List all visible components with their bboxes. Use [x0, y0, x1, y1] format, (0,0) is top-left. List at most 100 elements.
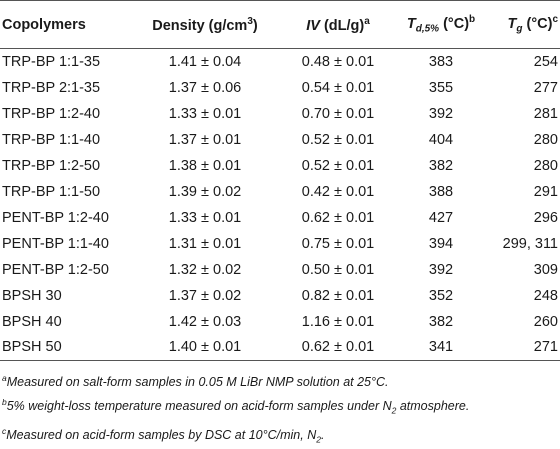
header-row: Copolymers Density (g/cm3) IV (dL/g)a Td…: [0, 0, 560, 49]
cell-density: 1.33 ± 0.01: [168, 105, 242, 122]
table-row: TRP-BP 1:2-50 1.38 ± 0.01 0.52 ± 0.01 382 28…: [0, 153, 560, 179]
cell-td: 352: [428, 287, 454, 304]
cell-iv: 0.75 ± 0.01: [301, 235, 375, 252]
cell-copolymer: TRP-BP 1:1-50: [2, 183, 101, 200]
cell-iv: 0.52 ± 0.01: [301, 157, 375, 174]
footnote-c-subscript: 2: [316, 434, 321, 445]
header-density-exponent: 3: [247, 15, 253, 27]
footnote-b-mark: b: [2, 397, 7, 408]
header-density: Density (g/cm3): [132, 0, 278, 49]
cell-td: 427: [428, 209, 454, 226]
cell-tg: 260: [533, 313, 558, 330]
footnote-a-text: Measured on salt-form samples in 0.05 M …: [6, 375, 389, 390]
cell-iv: 0.42 ± 0.01: [301, 183, 375, 200]
cell-td: 394: [428, 235, 454, 252]
cell-copolymer: TRP-BP 1:1-40: [2, 131, 101, 148]
table-row: TRP-BP 1:1-40 1.37 ± 0.01 0.52 ± 0.01 404 28…: [0, 127, 560, 153]
header-td-units: (°C): [439, 15, 470, 32]
cell-copolymer: TRP-BP 1:2-50: [2, 157, 101, 174]
cell-tg: 248: [533, 287, 558, 304]
cell-iv: 0.50 ± 0.01: [301, 261, 375, 278]
cell-copolymer: TRP-BP 1:1-35: [2, 53, 101, 70]
cell-density: 1.32 ± 0.02: [168, 261, 242, 278]
header-tg-units: (°C): [522, 15, 553, 32]
cell-td: 404: [428, 131, 454, 148]
header-density-label: Density (g/cm: [152, 17, 248, 34]
cell-tg: 296: [533, 209, 558, 226]
cell-density: 1.37 ± 0.01: [168, 131, 242, 148]
cell-copolymer: PENT-BP 1:1-40: [2, 235, 109, 252]
header-tg: Tg (°C)c: [484, 0, 560, 49]
cell-iv: 0.48 ± 0.01: [301, 53, 375, 70]
cell-copolymer: BPSH 50: [0, 334, 132, 361]
cell-iv: 1.16 ± 0.01: [301, 313, 375, 330]
table-row: TRP-BP 1:1-50 1.39 ± 0.02 0.42 ± 0.01 388 29…: [0, 179, 560, 205]
header-tg-symbol: T: [507, 15, 517, 32]
table-footnotes: aMeasured on salt-form samples in 0.05 M…: [2, 368, 558, 449]
table-header: Copolymers Density (g/cm3) IV (dL/g)a Td…: [0, 0, 560, 49]
cell-density: 1.41 ± 0.04: [168, 53, 242, 70]
cell-density: 1.40 ± 0.01: [132, 334, 278, 361]
cell-tg: 271: [484, 334, 560, 361]
cell-copolymer: TRP-BP 2:1-35: [2, 79, 101, 96]
table-row: PENT-BP 1:2-40 1.33 ± 0.01 0.62 ± 0.01 427 2…: [0, 205, 560, 231]
footnote-c: cMeasured on acid-form samples by DSC at…: [2, 421, 558, 449]
cell-density: 1.37 ± 0.06: [168, 79, 242, 96]
header-iv-footnote-mark: a: [364, 15, 370, 27]
cell-td: 388: [428, 183, 454, 200]
footnote-a: aMeasured on salt-form samples in 0.05 M…: [2, 368, 558, 392]
footnote-a-mark: a: [2, 373, 7, 383]
cell-copolymer: PENT-BP 1:2-50: [2, 261, 109, 278]
footnote-c-mark: c: [2, 425, 7, 436]
copolymer-properties-table: Copolymers Density (g/cm3) IV (dL/g)a Td…: [0, 0, 560, 361]
cell-copolymer: BPSH 40: [2, 313, 62, 330]
header-iv: IV (dL/g)a: [278, 0, 398, 49]
header-copolymers-label: Copolymers: [2, 16, 86, 33]
header-td-subscript: d,5%: [415, 23, 440, 35]
cell-density: 1.42 ± 0.03: [168, 313, 242, 330]
footnote-c-text-end: .: [320, 427, 325, 442]
cell-density: 1.38 ± 0.01: [168, 157, 242, 174]
cell-iv: 0.82 ± 0.01: [301, 287, 375, 304]
header-density-close: ): [252, 17, 258, 34]
cell-iv: 0.62 ± 0.01: [301, 209, 375, 226]
header-td-footnote-mark: b: [469, 14, 476, 26]
cell-td: 392: [428, 105, 454, 122]
cell-tg: 280: [533, 131, 558, 148]
cell-density: 1.33 ± 0.01: [168, 209, 242, 226]
footnote-b: b5% weight-loss temperature measured on …: [2, 392, 558, 421]
header-iv-symbol: IV: [306, 17, 320, 34]
cell-td: 382: [428, 157, 454, 174]
footnote-c-text: Measured on acid-form samples by DSC at …: [6, 427, 317, 442]
cell-copolymer: BPSH 30: [2, 287, 62, 304]
table-row: BPSH 50 1.40 ± 0.01 0.62 ± 0.01 341 271: [0, 334, 560, 361]
cell-td: 341: [398, 334, 484, 361]
cell-density: 1.39 ± 0.02: [168, 183, 242, 200]
header-tg-footnote-mark: c: [552, 14, 558, 26]
cell-tg: 254: [533, 53, 558, 70]
table-row: BPSH 40 1.42 ± 0.03 1.16 ± 0.01 382 260: [0, 309, 560, 335]
table-row: TRP-BP 1:1-35 1.41 ± 0.04 0.48 ± 0.01 383 25…: [0, 49, 560, 75]
cell-copolymer: PENT-BP 1:2-40: [2, 209, 109, 226]
header-td: Td,5% (°C)b: [398, 0, 484, 49]
table-row: PENT-BP 1:2-50 1.32 ± 0.02 0.50 ± 0.01 392 3…: [0, 257, 560, 283]
header-iv-units: (dL/g): [319, 17, 365, 34]
cell-tg: 280: [533, 157, 558, 174]
footnote-b-text-end: atmosphere.: [396, 399, 470, 414]
cell-iv: 0.54 ± 0.01: [301, 79, 375, 96]
table-row: TRP-BP 2:1-35 1.37 ± 0.06 0.54 ± 0.01 355 27…: [0, 75, 560, 101]
table-row: BPSH 30 1.37 ± 0.02 0.82 ± 0.01 352 248: [0, 283, 560, 309]
cell-tg: 309: [533, 261, 558, 278]
cell-td: 355: [428, 79, 454, 96]
cell-iv: 0.62 ± 0.01: [278, 334, 398, 361]
footnote-b-text: 5% weight-loss temperature measured on a…: [6, 399, 392, 414]
cell-density: 1.37 ± 0.02: [168, 287, 242, 304]
cell-density: 1.31 ± 0.01: [168, 235, 242, 252]
table-row: PENT-BP 1:1-40 1.31 ± 0.01 0.75 ± 0.01 394 2…: [0, 231, 560, 257]
cell-tg: 299, 311: [502, 235, 558, 252]
cell-tg: 277: [533, 79, 558, 96]
table-row: TRP-BP 1:2-40 1.33 ± 0.01 0.70 ± 0.01 392 28…: [0, 101, 560, 127]
cell-tg: 281: [533, 105, 558, 122]
header-tg-subscript: g: [516, 23, 523, 35]
